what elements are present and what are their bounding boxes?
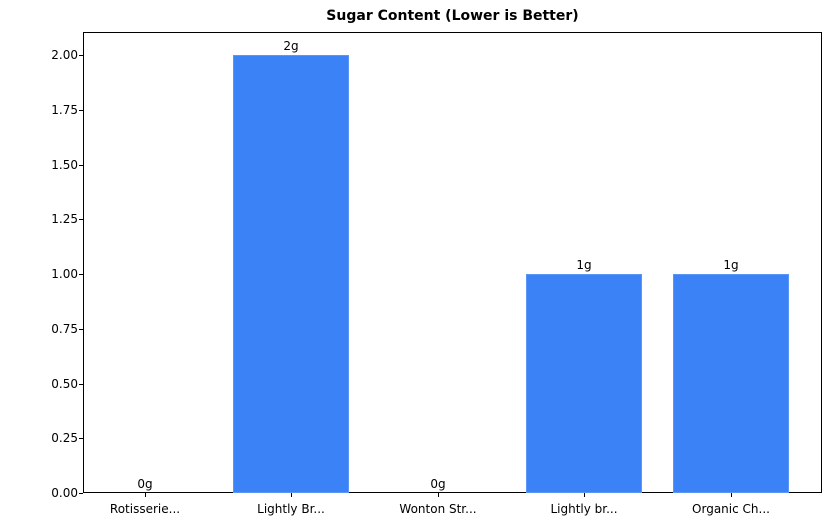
y-tick-mark [79, 438, 83, 440]
x-tick-mark [291, 493, 292, 497]
x-tick-label: Wonton Str... [399, 502, 477, 516]
y-tick-label: 1.00 [51, 267, 78, 281]
x-tick-label: Rotisserie... [109, 502, 181, 516]
y-tick-label: 2.00 [51, 48, 78, 62]
y-tick-label: 0.75 [51, 321, 78, 336]
bar [526, 274, 642, 493]
y-tick-label: 1.25 [51, 212, 78, 227]
y-tick-mark [79, 383, 83, 385]
x-tick-mark [584, 493, 585, 497]
y-tick-label: 0.50 [51, 376, 78, 391]
bar-value-label: 0g [137, 477, 153, 491]
y-tick-mark [79, 328, 83, 330]
x-tick-mark [145, 493, 146, 497]
bar-value-label: 0g [430, 477, 446, 491]
y-tick-label: 1.75 [51, 102, 78, 117]
x-tick-label: Lightly br... [550, 502, 618, 516]
bar-value-label: 1g [723, 258, 739, 272]
y-tick-mark [79, 109, 83, 111]
y-tick-mark [79, 274, 83, 275]
chart-title: Sugar Content (Lower is Better) [326, 8, 579, 24]
bar [673, 274, 789, 493]
y-tick-label: 0.00 [51, 486, 78, 500]
y-tick-mark [79, 493, 83, 494]
x-tick-mark [438, 493, 439, 497]
plot-area [83, 32, 822, 493]
x-tick-label: Organic Ch... [692, 502, 770, 516]
x-tick-label: Lightly Br... [257, 502, 325, 516]
bar [233, 55, 349, 493]
bar-value-label: 2g [283, 39, 299, 53]
bar-value-label: 1g [576, 258, 592, 272]
y-tick-label: 0.25 [51, 431, 78, 446]
y-tick-mark [79, 55, 83, 56]
y-tick-mark [79, 164, 83, 166]
y-tick-mark [79, 219, 83, 221]
x-tick-mark [731, 493, 732, 497]
y-tick-label: 1.50 [51, 157, 78, 172]
